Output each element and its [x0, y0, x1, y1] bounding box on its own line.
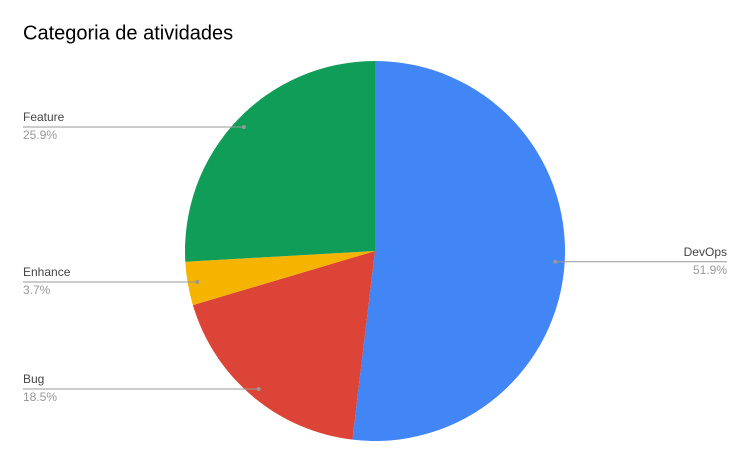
slice-value-label: 25.9%	[23, 128, 57, 142]
slice-label: Enhance	[23, 265, 71, 279]
slice-label: Feature	[23, 110, 65, 124]
chart-title: Categoria de atividades	[23, 22, 233, 44]
leader-dot	[256, 386, 261, 391]
leader-dot	[553, 259, 558, 264]
slice-value-label: 51.9%	[693, 263, 727, 277]
pie-slice	[192, 251, 375, 440]
slice-label: DevOps	[684, 245, 727, 259]
pie-slice	[352, 61, 565, 441]
pie-slice	[185, 61, 375, 262]
slice-label: Bug	[23, 372, 44, 386]
leader-dot	[195, 280, 200, 285]
slice-value-label: 18.5%	[23, 390, 57, 404]
pie-slice	[185, 251, 375, 306]
leader-dot	[241, 125, 246, 130]
slice-value-label: 3.7%	[23, 283, 51, 297]
